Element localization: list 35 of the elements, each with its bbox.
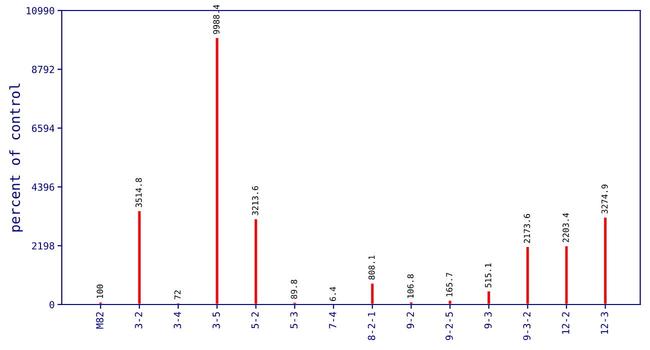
x-tick-label: 9-3-2 bbox=[523, 312, 531, 340]
y-tick-label: 10990 bbox=[26, 7, 54, 14]
y-tick-label: 8792 bbox=[32, 66, 54, 74]
y-tick-label: 6594 bbox=[32, 124, 54, 132]
x-tick-label: M82 bbox=[96, 312, 104, 329]
x-tick-label: 8-2-1 bbox=[368, 312, 376, 340]
x-tick-label: 12-3 bbox=[600, 312, 608, 334]
y-tick-label: 4396 bbox=[32, 183, 54, 191]
data-label: 3514.8 bbox=[136, 178, 142, 208]
x-tick-label: 9-3 bbox=[484, 312, 492, 328]
x-tick-label: 5-3 bbox=[290, 312, 298, 328]
data-label: 165.7 bbox=[446, 272, 452, 296]
data-label: 2173.6 bbox=[524, 214, 530, 243]
data-label: 100 bbox=[96, 284, 104, 298]
x-tick-label: 12-2 bbox=[562, 312, 570, 334]
data-label: 808.1 bbox=[368, 256, 375, 280]
x-tick-label: 9-2 bbox=[406, 312, 414, 328]
x-tick-label: 3-4 bbox=[174, 312, 182, 328]
y-tick-label: 0 bbox=[50, 301, 54, 308]
data-label: 72 bbox=[174, 290, 181, 300]
data-label: 2203.4 bbox=[562, 213, 569, 242]
data-label: 3274.9 bbox=[601, 184, 608, 214]
y-tick-label: 2198 bbox=[32, 242, 54, 250]
data-label: 89.8 bbox=[290, 280, 298, 299]
x-tick-label: 3-2 bbox=[134, 312, 142, 328]
data-label: 3213.6 bbox=[252, 186, 258, 216]
x-tick-label: 7-4 bbox=[329, 312, 336, 328]
data-label: 515.1 bbox=[485, 263, 492, 288]
y-axis-title: percent of control bbox=[9, 84, 23, 232]
data-label: 106.8 bbox=[407, 274, 414, 298]
data-label: 6.4 bbox=[330, 286, 336, 302]
x-tick-label: 3-5 bbox=[212, 312, 220, 328]
x-tick-label: 5-2 bbox=[251, 312, 259, 328]
x-tick-label: 9-2-5 bbox=[446, 312, 453, 340]
data-label: 9988.4 bbox=[213, 4, 220, 34]
